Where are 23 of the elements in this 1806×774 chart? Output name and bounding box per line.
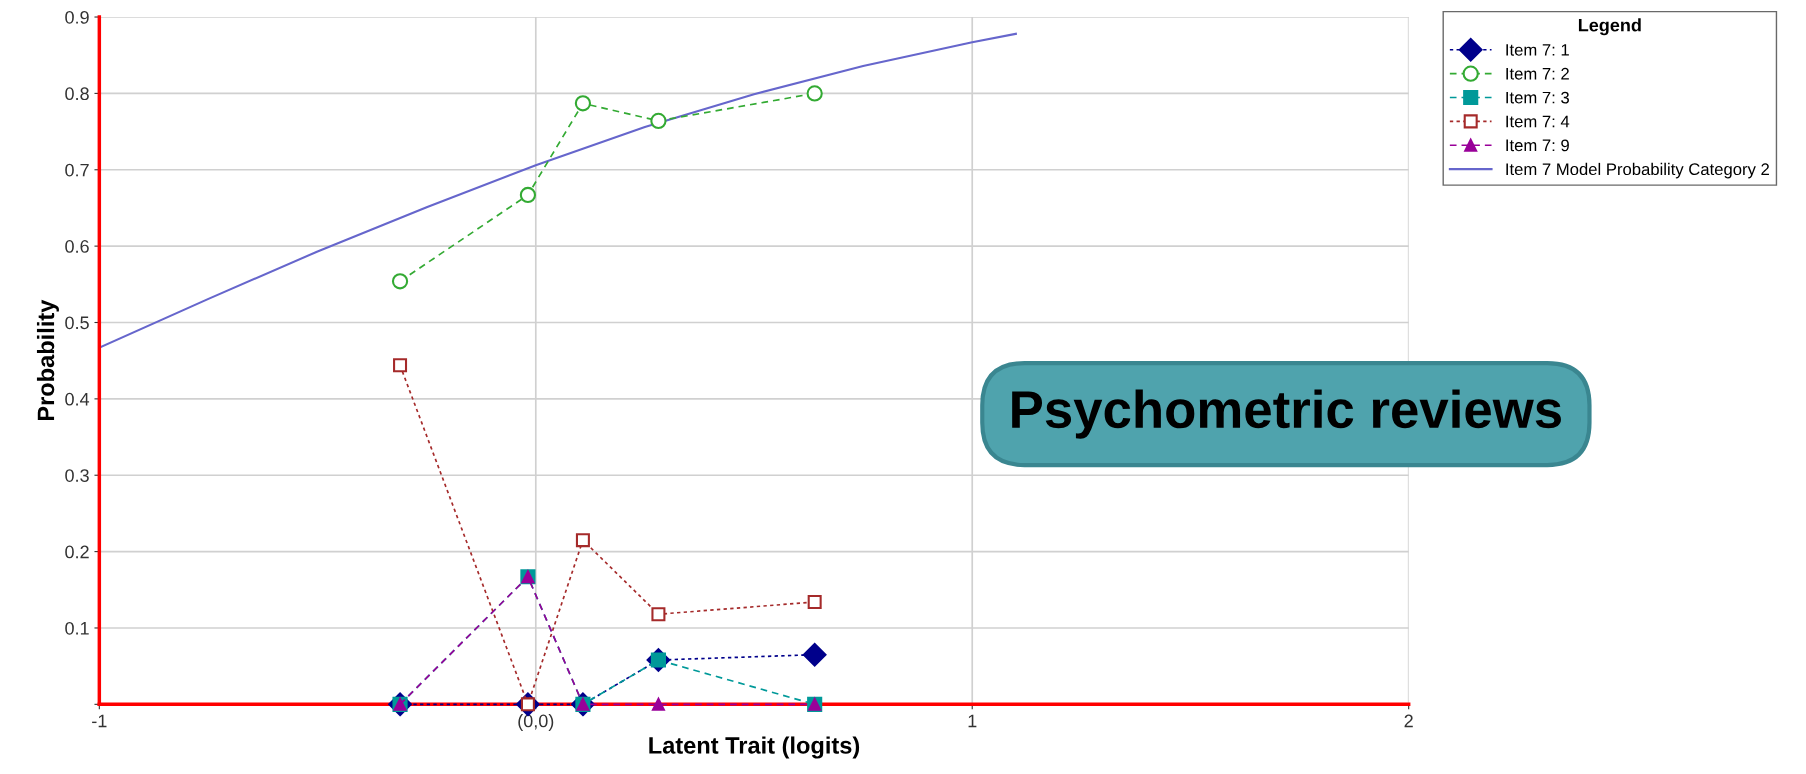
y-tick-label: 0.5	[65, 316, 89, 330]
legend-label: Item 7 Model Probability Category 2	[1506, 162, 1769, 179]
x-tick-label: (0,0)	[518, 714, 554, 731]
y-tick-label: 0.9	[65, 10, 89, 24]
legend-label: Item 7: 2	[1506, 67, 1569, 80]
y-axis-title: Probability	[36, 299, 59, 421]
y-tick-label: 0.6	[65, 240, 89, 253]
x-axis-title: Latent Trait (logits)	[649, 736, 860, 759]
legend-label: Item 7: 4	[1506, 115, 1570, 128]
y-tick-label: 0.2	[65, 545, 89, 559]
y-tick-label: 0.3	[65, 469, 89, 482]
x-tick-label: 1	[968, 714, 977, 728]
annotation: Psychometric reviews	[1012, 389, 1561, 439]
legend-label: Item 7: 9	[1506, 139, 1569, 152]
legend-label: Item 7: 1	[1506, 44, 1569, 56]
y-tick-label: 0.4	[65, 392, 90, 406]
x-tick-label: -1	[92, 714, 107, 728]
y-tick-label: 0.7	[65, 163, 89, 177]
legend-label: Item 7: 3	[1506, 91, 1569, 104]
x-tick-label: 2	[1404, 714, 1413, 728]
y-tick-label: 0.8	[65, 87, 89, 101]
y-tick-label: 0.1	[65, 621, 89, 635]
legend-title: Legend	[1578, 18, 1641, 36]
